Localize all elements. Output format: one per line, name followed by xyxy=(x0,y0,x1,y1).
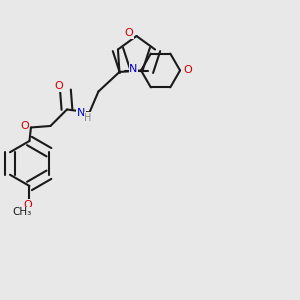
Text: O: O xyxy=(20,121,29,131)
Text: O: O xyxy=(124,28,134,38)
Text: N: N xyxy=(77,108,85,118)
Text: H: H xyxy=(84,113,92,123)
Text: O: O xyxy=(24,200,32,210)
Text: O: O xyxy=(183,65,192,75)
Text: O: O xyxy=(55,81,63,92)
Text: N: N xyxy=(129,64,138,74)
Text: CH₃: CH₃ xyxy=(12,207,32,217)
